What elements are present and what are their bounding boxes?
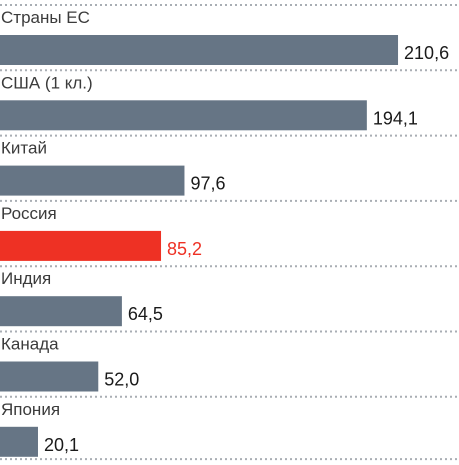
value-label: 194,1 xyxy=(373,108,418,128)
value-label: 85,2 xyxy=(167,239,202,259)
value-label: 52,0 xyxy=(104,370,139,390)
category-label: Страны ЕС xyxy=(1,8,90,27)
bar xyxy=(0,165,185,196)
bar xyxy=(0,35,399,65)
value-label: 97,6 xyxy=(190,174,225,194)
bar xyxy=(0,361,99,392)
value-label: 20,1 xyxy=(44,435,79,455)
bar xyxy=(0,296,122,327)
value-label: 210,6 xyxy=(404,43,449,63)
bar-highlight xyxy=(0,230,162,261)
category-label: Канада xyxy=(1,335,59,354)
category-label: Россия xyxy=(1,204,57,223)
bars-group xyxy=(0,35,399,457)
bar xyxy=(0,426,38,457)
category-label: Китай xyxy=(1,139,47,158)
labels-group: Страны ЕС 210,6 США (1 кл.) 194,1 Китай 97,6 Р… xyxy=(1,8,449,455)
category-label: Япония xyxy=(1,400,60,419)
category-label: США (1 кл.) xyxy=(1,73,93,92)
category-label: Индия xyxy=(1,269,51,288)
bar xyxy=(0,100,367,131)
value-label: 64,5 xyxy=(128,304,163,324)
row-separators xyxy=(0,4,459,461)
